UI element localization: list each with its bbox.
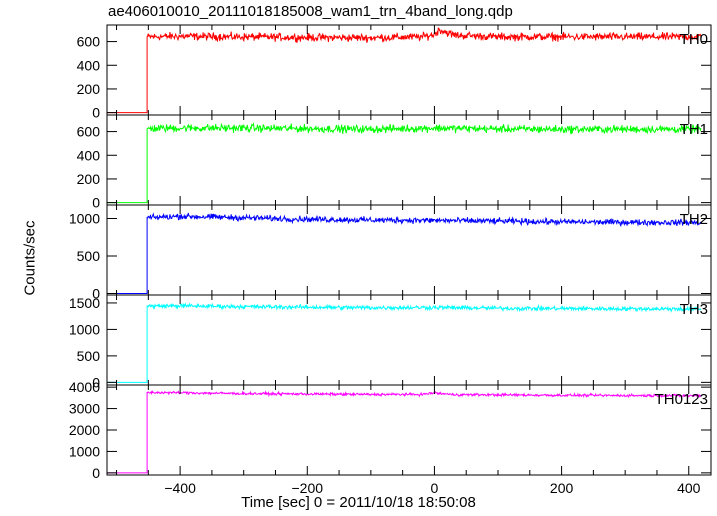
series-line-th0 bbox=[107, 27, 702, 114]
x-axis-label: Time [sec] 0 = 2011/10/18 18:50:08 bbox=[241, 494, 476, 511]
series-line-th3 bbox=[107, 302, 702, 383]
panel-label-th1: TH1 bbox=[680, 121, 708, 138]
panel-label-th3: TH3 bbox=[680, 301, 708, 318]
y-tick-label: 0 bbox=[92, 465, 100, 481]
y-tick-label: 2000 bbox=[69, 422, 100, 438]
y-tick-label: 500 bbox=[77, 248, 101, 264]
panel-frame bbox=[106, 384, 712, 476]
x-tick-label: 200 bbox=[550, 480, 574, 496]
y-tick-label: 0 bbox=[92, 374, 100, 390]
y-tick-label: 1000 bbox=[69, 211, 100, 227]
y-tick-label: 1000 bbox=[69, 321, 100, 337]
y-tick-label: 1000 bbox=[69, 443, 100, 459]
x-tick-label: 0 bbox=[431, 480, 439, 496]
y-tick-label: 0 bbox=[92, 286, 100, 302]
y-tick-label: 0 bbox=[92, 105, 100, 121]
x-tick-label: −200 bbox=[292, 480, 324, 496]
y-tick-label: 3000 bbox=[69, 401, 100, 417]
y-tick-label: 4000 bbox=[69, 379, 100, 395]
series-line-th1 bbox=[107, 121, 702, 204]
panel-label-th2: TH2 bbox=[680, 211, 708, 228]
y-tick-label: 0 bbox=[92, 195, 100, 211]
y-tick-label: 600 bbox=[77, 34, 101, 50]
y-axis-label: Counts/sec bbox=[21, 220, 39, 296]
series-line-th2 bbox=[107, 212, 702, 294]
chart-title: ae406010010_20111018185008_wam1_trn_4ban… bbox=[108, 3, 513, 20]
panel-label-th0: TH0 bbox=[680, 31, 708, 48]
y-tick-label: 200 bbox=[77, 171, 101, 187]
panel-label-th0123: TH0123 bbox=[655, 391, 708, 408]
x-tick-label: −400 bbox=[164, 480, 196, 496]
y-tick-label: 400 bbox=[77, 147, 101, 163]
x-tick-label: 400 bbox=[677, 480, 701, 496]
series-line-th0123 bbox=[107, 389, 702, 474]
y-tick-label: 400 bbox=[77, 57, 101, 73]
y-tick-label: 500 bbox=[77, 348, 101, 364]
y-tick-label: 600 bbox=[77, 124, 101, 140]
y-tick-label: 200 bbox=[77, 81, 101, 97]
y-tick-label: 1500 bbox=[69, 295, 100, 311]
